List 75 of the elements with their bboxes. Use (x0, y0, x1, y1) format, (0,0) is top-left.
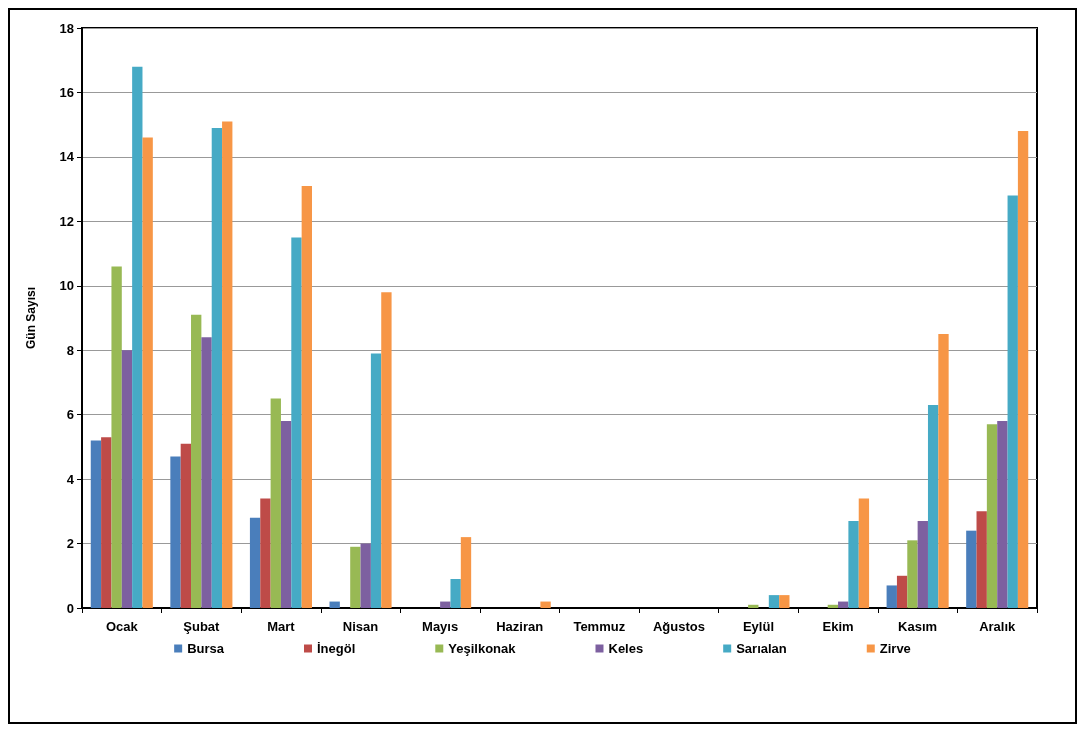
y-tick-label: 2 (66, 536, 74, 552)
x-tick-label: Eylül (742, 619, 774, 634)
bar (260, 498, 271, 608)
bar (966, 530, 977, 608)
bar (450, 579, 461, 608)
legend-label: Yeşilkonak (448, 641, 517, 656)
bar (280, 421, 292, 608)
bar (111, 266, 122, 608)
y-tick-label: 6 (66, 407, 74, 423)
legend-label: Keles (608, 641, 644, 656)
bar (540, 601, 551, 608)
bar (838, 601, 849, 608)
bar (180, 443, 192, 608)
y-axis-title: Gün Sayısı (24, 286, 38, 350)
bar (211, 127, 223, 608)
x-tick-label: Ekim (822, 619, 854, 634)
bar (101, 437, 112, 608)
bar (748, 604, 759, 608)
bar (249, 517, 261, 608)
bar (907, 540, 918, 608)
bar (301, 185, 312, 608)
bar (779, 595, 790, 608)
x-tick-label: Temmuz (573, 619, 626, 634)
x-tick-label: Haziran (496, 619, 544, 634)
bar (370, 353, 382, 608)
bar (201, 337, 212, 608)
bar (896, 575, 908, 608)
bar (381, 292, 392, 608)
bar (360, 543, 371, 608)
bar (768, 595, 780, 608)
y-tick-label: 8 (66, 342, 74, 358)
legend-label: Zirve (879, 641, 911, 656)
y-tick-label: 10 (59, 278, 74, 294)
x-tick-label: Ağustos (652, 619, 705, 634)
bar (440, 601, 451, 608)
legend-label: Sarıalan (736, 641, 787, 656)
bar (858, 498, 870, 608)
bar (132, 66, 143, 608)
x-tick-label: Şubat (183, 619, 221, 634)
x-tick-label: Mart (267, 619, 296, 634)
y-tick-label: 16 (59, 84, 74, 100)
bar (886, 585, 897, 608)
y-tick-label: 18 (59, 20, 74, 36)
y-tick-label: 14 (59, 149, 75, 165)
bar (270, 398, 281, 608)
bar (460, 537, 472, 608)
bar (1007, 195, 1018, 608)
bar (986, 424, 998, 608)
y-tick-label: 12 (59, 213, 74, 229)
bar (329, 601, 340, 608)
bar (1017, 131, 1029, 608)
x-tick-label: Aralık (979, 619, 1017, 634)
bar (170, 456, 181, 608)
bar (917, 521, 928, 608)
x-tick-label: Kasım (898, 619, 938, 634)
bar (927, 405, 939, 608)
bar (90, 440, 102, 608)
bar (191, 314, 202, 608)
bar (142, 137, 153, 608)
x-tick-label: Ocak (105, 619, 139, 634)
legend-label: İnegöl (317, 641, 356, 656)
y-tick-label: 4 (66, 471, 75, 487)
bar (938, 334, 949, 608)
x-tick-label: Nisan (342, 619, 379, 634)
legend-label: Bursa (187, 641, 225, 656)
bar (222, 121, 233, 608)
bar (350, 546, 361, 608)
y-tick-label: 0 (66, 600, 74, 616)
bar (997, 421, 1008, 608)
bar (827, 604, 839, 608)
bar (976, 511, 987, 608)
bar (848, 521, 859, 608)
bar (121, 350, 133, 608)
x-tick-label: Mayıs (422, 619, 459, 634)
bar (291, 237, 302, 608)
